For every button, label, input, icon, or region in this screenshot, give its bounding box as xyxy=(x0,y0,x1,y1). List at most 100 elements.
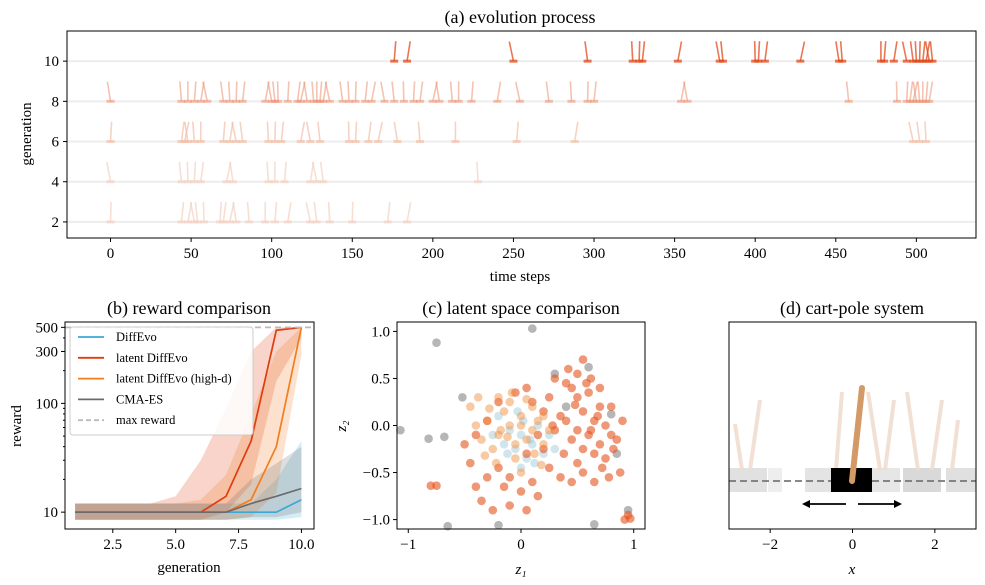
pole-mark xyxy=(383,201,392,224)
scatter-point xyxy=(590,520,599,529)
pole-mark xyxy=(374,121,383,144)
scatter-point xyxy=(595,440,605,449)
y-tick-label: 0.0 xyxy=(371,419,390,435)
scatter-point xyxy=(548,421,557,430)
pole-mark xyxy=(232,202,241,224)
pole-mark xyxy=(305,202,315,224)
panel-d-xlabel: x xyxy=(848,562,856,578)
pole-mark xyxy=(270,161,279,184)
pole-mark xyxy=(544,81,553,103)
scatter-point xyxy=(491,458,501,468)
scatter-point xyxy=(539,407,548,416)
pole-mark xyxy=(361,81,370,103)
scatter-point xyxy=(522,394,531,404)
scatter-point xyxy=(561,378,571,388)
panel-c-xlabel: z₁ xyxy=(514,562,526,578)
ghost-pole xyxy=(834,391,844,471)
pole-mark xyxy=(915,121,924,144)
pole-mark xyxy=(264,161,273,184)
pole-mark xyxy=(177,81,186,103)
pole-mark xyxy=(231,121,241,144)
pole-mark xyxy=(324,81,334,103)
pole-mark xyxy=(718,41,727,63)
scatter-point xyxy=(556,473,565,482)
scatter-point xyxy=(522,505,531,515)
pole-mark xyxy=(922,121,931,144)
panel-c-title: (c) latent space comparison xyxy=(422,298,619,319)
scatter-point xyxy=(604,473,614,482)
pole-mark xyxy=(225,81,234,103)
scatter-point xyxy=(477,496,486,506)
pole-mark xyxy=(364,121,373,144)
scatter-point xyxy=(496,425,506,435)
pole-mark xyxy=(232,81,241,103)
scatter-point xyxy=(440,432,449,442)
ghost-cart xyxy=(946,468,976,492)
pole-mark xyxy=(570,121,579,144)
y-tick-label: 10 xyxy=(44,54,59,70)
pole-mark xyxy=(393,121,402,144)
pole-mark xyxy=(319,161,328,184)
scatter-point xyxy=(590,449,599,459)
scatter-point xyxy=(505,501,514,510)
scatter-point xyxy=(482,416,492,426)
scatter-point xyxy=(443,521,453,531)
pole-mark xyxy=(583,81,592,103)
x-tick-label: 200 xyxy=(422,246,445,262)
scatter-point xyxy=(528,425,537,435)
pole-mark xyxy=(222,161,232,184)
scatter-point xyxy=(597,463,607,473)
scatter-point xyxy=(567,435,576,444)
scatter-point xyxy=(511,440,520,449)
scatter-point xyxy=(516,487,526,496)
x-tick-label: −2 xyxy=(762,537,778,553)
scatter-point xyxy=(559,449,569,459)
pole-mark xyxy=(760,41,769,63)
scatter-point xyxy=(511,454,520,463)
pole-mark xyxy=(196,161,205,184)
pole-mark xyxy=(261,201,270,224)
scatter-point xyxy=(544,463,554,473)
scatter-point xyxy=(533,416,543,426)
pole-mark xyxy=(177,201,186,224)
scatter-point xyxy=(612,435,622,444)
scatter-point xyxy=(533,491,543,501)
pole-mark xyxy=(351,121,360,144)
scatter-point xyxy=(511,388,520,397)
scatter-point xyxy=(471,421,481,430)
pole-mark xyxy=(296,121,306,144)
pole-mark xyxy=(403,41,412,63)
pole-mark xyxy=(345,121,354,144)
pole-mark xyxy=(219,121,228,144)
scatter-point xyxy=(516,421,526,430)
scatter-point xyxy=(471,430,481,440)
scatter-point xyxy=(618,416,627,426)
x-tick-label: 0 xyxy=(107,246,115,262)
pole-mark xyxy=(838,41,847,63)
pole-mark xyxy=(508,41,518,63)
pole-mark xyxy=(325,201,334,224)
scatter-point xyxy=(494,393,503,402)
scatter-point xyxy=(626,514,635,523)
scatter-point xyxy=(522,383,531,393)
pole-mark xyxy=(409,81,418,103)
scatter-point xyxy=(482,473,492,482)
pole-mark xyxy=(380,81,389,103)
scatter-point xyxy=(595,402,605,412)
pole-mark xyxy=(403,202,412,224)
scatter-point xyxy=(601,454,610,463)
ghost-carts xyxy=(729,468,976,492)
scatter-point xyxy=(550,374,560,383)
x-tick-label: 0 xyxy=(517,537,525,553)
pole-mark xyxy=(454,81,463,103)
scatter-point xyxy=(582,378,591,388)
scatter-point xyxy=(485,404,494,413)
pole-mark xyxy=(190,121,199,144)
x-tick-label: 10.0 xyxy=(288,537,314,553)
scatter-point xyxy=(609,444,618,454)
pole-mark xyxy=(196,121,205,144)
pole-mark xyxy=(567,81,576,103)
x-tick-label: 50 xyxy=(184,246,199,262)
panel-d-title: (d) cart-pole system xyxy=(780,298,924,319)
force-arrow xyxy=(802,500,902,508)
